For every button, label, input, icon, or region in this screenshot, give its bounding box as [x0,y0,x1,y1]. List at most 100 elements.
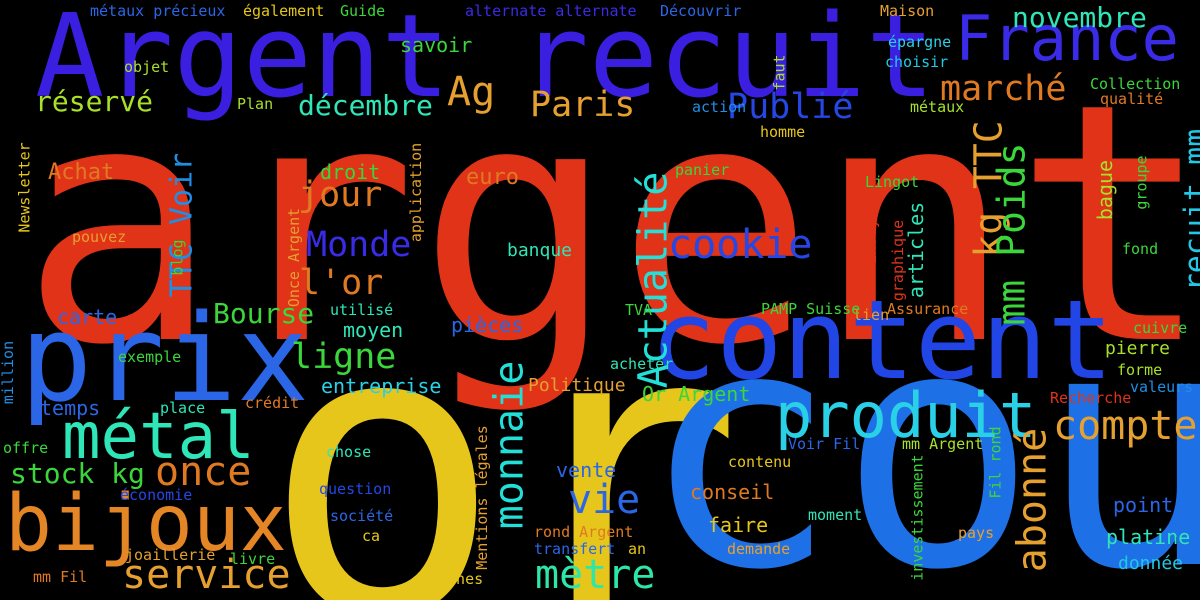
word-metre: mètre [535,552,656,598]
word-investissement: investissement [908,454,927,581]
word-droit: droit [320,160,381,184]
word-metaux: métaux [910,98,965,116]
word-transfert: transfert [534,540,616,558]
word-moyen: moyen [343,318,404,342]
word-million: million [0,340,18,405]
word-economie: économie [120,486,193,504]
word-politique: Politique [528,375,626,396]
word-moment: moment [808,506,863,524]
word-paris: Paris [530,85,636,125]
word-conseil: conseil [690,480,775,504]
word-cuivre: cuivre [1133,319,1188,337]
word-decembre: décembre [298,89,433,122]
word-voir-fil: Voir Fil [788,435,861,453]
word-choisir: choisir [885,53,949,71]
word-monnaie: monnaie [486,360,533,530]
word-decouvrir: Découvrir [660,2,742,20]
word-question: question [319,480,392,498]
word-pierre: pierre [1105,338,1171,359]
word-vie: vie [568,477,641,523]
word-forme: forme [1117,361,1163,379]
word-once: once [155,449,252,495]
word-pouvez: pouvez [72,228,127,246]
word-banque: banque [507,240,573,261]
word-novembre: novembre [1012,1,1147,34]
word-faire: faire [708,513,769,537]
word-mm-poids: mm Poids [989,142,1034,326]
word-bijoux: bijoux [5,479,287,569]
word-application: application [407,142,426,243]
word-ag: Ag [447,69,496,115]
word-faut: faut [770,54,789,91]
word-marche: marché [940,69,1067,109]
word-or: or [262,242,744,600]
word-guide: Guide [340,2,386,20]
word-newsletter: Newsletter [15,142,34,233]
word-euro: euro [466,165,519,190]
word-alternate-alternate: alternate alternate [465,2,637,20]
word-pieces: pièces [451,313,524,337]
word-credit: crédit [245,394,300,412]
word-qualite: qualité [1100,90,1164,108]
word-mentions-legales: Mentions légales [472,425,491,570]
word-donnee: donnée [1118,553,1184,574]
word-societe: société [330,507,394,525]
word-valeurs: valeurs [1130,378,1194,396]
word-metal: métal [62,400,255,474]
word-compte: compte [1053,403,1198,449]
word-entreprise: entreprise [321,374,442,398]
word-ttc-voir: TTC Voir [164,152,200,298]
word-envoyer: Envoyer [862,200,881,265]
word-lien: lien [853,306,890,324]
word-mm-argent: mm Argent [902,435,984,453]
word-savoir: savoir [400,33,473,57]
word-collection: Collection [1090,75,1181,93]
word-tva: TVA [625,301,653,319]
word-mm-fil: mm Fil [33,568,88,586]
word-plan: Plan [237,95,274,113]
word-jour: jour [298,175,383,215]
word-content: content [650,276,1114,404]
word-achat: Achat [48,160,115,185]
word-contenu: contenu [728,453,792,471]
word-articles: articles [904,201,929,299]
word-place: place [160,399,206,417]
word-action: action [692,98,747,116]
word-exemple: exemple [118,348,182,366]
word-panier: panier [675,161,730,179]
word-l-or: l'or [299,263,384,303]
word-demande: demande [727,540,791,558]
word-pamp-suisse: PAMP Suisse [761,300,861,318]
word-or-argent: Or Argent [642,382,751,406]
word-assurance: Assurance [887,300,969,318]
word-joaillerie: joaillerie [125,546,216,564]
word-monde: Monde [306,225,412,265]
word-reserve: réservé [35,85,154,118]
word-maison: Maison [880,2,935,20]
word-bourse: Bourse [213,297,315,330]
word-rond-argent: rond Argent [534,523,634,541]
word-mines: mines [438,570,484,588]
word-ca: ca [362,527,381,545]
word-lingot: Lingot [865,173,920,191]
word-livre: livre [230,550,276,568]
word-platine: platine [1106,525,1191,549]
word-once-argent: Once Argent [285,207,304,308]
word-abonne: abonné [1009,427,1056,573]
word-fond: fond [1122,240,1159,258]
word-blog: blog [168,239,187,276]
word-service: service [122,552,291,598]
word-recuit-mm: recuit mm [1178,128,1200,292]
word-produit: produit [775,379,1037,452]
word-utilise: utilisé [330,301,394,319]
word-epargne: épargne [888,33,952,51]
word-acheter: acheter [610,355,674,373]
word-carte: carte [57,305,118,329]
word-recherche: Recherche [1050,389,1132,407]
word-fil-rond: Fil rond [986,426,1005,499]
word-argent-recuit: Argent recuit [35,0,936,124]
word-bague: bague [1093,159,1118,221]
word-stock-kg: stock kg [10,457,145,490]
word-france: France [955,2,1179,75]
